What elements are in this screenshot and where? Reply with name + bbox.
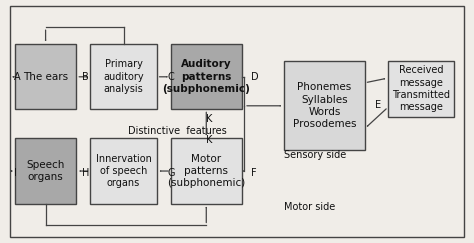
Text: K: K: [206, 135, 213, 145]
Text: Auditory
patterns
(subphonemic): Auditory patterns (subphonemic): [162, 59, 250, 94]
Text: Innervation
of speech
organs: Innervation of speech organs: [96, 154, 152, 188]
Text: The ears: The ears: [23, 72, 68, 82]
Text: B: B: [82, 72, 89, 82]
Bar: [388, 61, 455, 117]
Text: K: K: [206, 114, 213, 124]
Text: Received
message
Transmitted
message: Received message Transmitted message: [392, 65, 450, 113]
Text: E: E: [375, 100, 382, 110]
Bar: [284, 61, 365, 150]
Text: Motor side: Motor side: [284, 202, 336, 212]
Text: F: F: [251, 168, 257, 178]
Text: D: D: [251, 72, 259, 82]
Bar: [171, 44, 242, 109]
Text: C: C: [167, 72, 174, 82]
Text: G: G: [167, 168, 174, 178]
Text: Sensory side: Sensory side: [284, 150, 346, 160]
Bar: [15, 139, 76, 204]
Text: Primary
auditory
analysis: Primary auditory analysis: [103, 59, 144, 94]
Bar: [91, 139, 156, 204]
Text: Phonemes
Syllables
Words
Prosodemes: Phonemes Syllables Words Prosodemes: [292, 82, 356, 129]
Bar: [91, 44, 156, 109]
Text: Motor
patterns
(subphonemic): Motor patterns (subphonemic): [167, 154, 246, 188]
Text: H: H: [82, 168, 90, 178]
Bar: [15, 44, 76, 109]
Text: A: A: [14, 72, 20, 82]
Text: I: I: [14, 168, 17, 178]
Text: Distinctive  features: Distinctive features: [128, 126, 227, 136]
Bar: [171, 139, 242, 204]
Text: Speech
organs: Speech organs: [27, 160, 65, 182]
